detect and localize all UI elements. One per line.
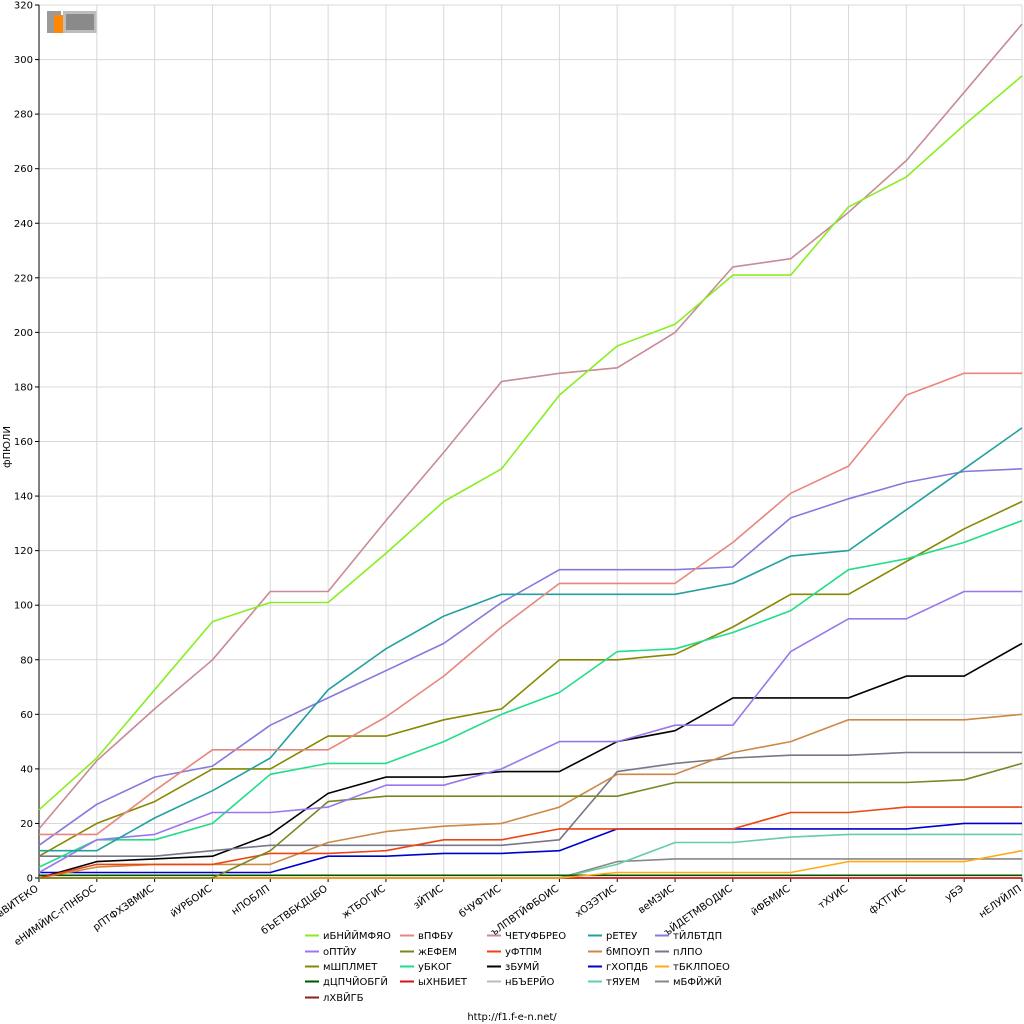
y-tick-label: 40	[20, 764, 33, 775]
x-tick-label: зЙТИС	[411, 882, 446, 912]
series-line	[38, 75, 1023, 811]
legend-label: тЙЛБТДП	[673, 929, 722, 942]
x-tick-label: уБЭ	[943, 883, 966, 903]
x-tick-label: фХТГИС	[867, 883, 908, 916]
legend-label: лХВЙГБ	[323, 991, 364, 1004]
x-tick-label: рПТФХЗВМИС	[91, 883, 156, 933]
y-tick-label: 240	[14, 219, 33, 230]
legend-label: гХОПДБ	[606, 962, 648, 973]
x-tick-label: йФБМИС	[749, 883, 792, 918]
y-tick-label: 120	[14, 546, 33, 557]
y-tick-label: 80	[20, 655, 33, 666]
y-tick-label: 140	[14, 492, 33, 503]
x-tick-label: тХУИС	[817, 883, 851, 911]
y-tick-label: 300	[14, 55, 33, 66]
y-tick-label: 260	[14, 164, 33, 175]
legend-label: жЕФЕМ	[418, 947, 457, 958]
legend-label: ыХНБИЕТ	[418, 977, 468, 988]
y-tick-label: 20	[20, 819, 33, 830]
legend-label: ЧЕТУФБРЕО	[505, 931, 566, 942]
series-line	[39, 427, 1023, 852]
series-line	[38, 590, 1022, 874]
x-tick-label: йУРБОИС	[169, 883, 214, 919]
series-line	[38, 806, 1022, 879]
legend-label: оПТЙУ	[323, 945, 356, 958]
y-axis-ticks: 0 20 40 60 80 100 120 140 160 180 200 220 240 260 280 3…	[14, 1, 39, 885]
series-line	[39, 822, 1022, 874]
x-tick-label: нЕЛУЙЛП	[976, 882, 1024, 921]
y-tick-label: 320	[14, 1, 33, 12]
series-line	[38, 468, 1023, 846]
legend-label: тЯУЕМ	[606, 977, 640, 988]
legend-label: пЛПО	[673, 947, 703, 958]
chart-legend: иБНЙЙМФЯО вПФБУ ЧЕТУФБРЕО рЕТЕУ тЙЛБТДП оПТЙУ…	[305, 929, 730, 1004]
legend-label: дЦПЧЙОБГЙ	[323, 975, 388, 988]
x-tick-label: веМЗИС	[636, 883, 676, 916]
chart-grid	[38, 4, 1023, 879]
legend-label: зБУМЙ	[505, 960, 539, 973]
series-line	[38, 519, 1023, 868]
series-line	[39, 372, 1022, 836]
x-tick-label: жТБОГИС	[340, 883, 388, 921]
legend-label: нБЪЕРЙО	[505, 975, 555, 988]
x-tick-label: хОЗЭТИС	[574, 883, 619, 919]
series-line	[38, 500, 1023, 857]
series-line	[39, 751, 1022, 858]
series-line	[39, 833, 1022, 879]
legend-label: тБКЛПОЕО	[673, 962, 730, 973]
y-tick-label: 280	[14, 110, 33, 121]
series-line	[38, 642, 1023, 879]
legend-label: рЕТЕУ	[606, 931, 637, 942]
y-tick-label: 0	[27, 874, 33, 885]
footer-url[interactable]: http://f1.f-e-n.net/	[467, 1012, 557, 1023]
x-tick-label: бЧУФТИС	[457, 883, 503, 920]
legend-label: уБКОГ	[418, 962, 452, 973]
y-tick-label: 180	[14, 382, 33, 393]
x-tick-label: нПОБЛП	[230, 883, 272, 917]
y-tick-label: 200	[14, 328, 33, 339]
legend-label: мШПЛМЕТ	[323, 962, 378, 973]
legend-label: уФТПМ	[505, 947, 542, 958]
x-tick-label: вВИТЕКО	[0, 883, 41, 919]
legend-label: мБФЙЖЙ	[673, 975, 722, 988]
legend-label: иБНЙЙМФЯО	[323, 929, 391, 942]
legend-label: бМПОУП	[606, 947, 650, 958]
chart-series	[38, 23, 1023, 879]
f1-logo	[46, 8, 98, 36]
series-line	[39, 762, 1023, 879]
y-tick-label: 160	[14, 437, 33, 448]
legend-label: вПФБУ	[418, 931, 453, 942]
y-axis-label: фПЮЛИ	[2, 426, 13, 468]
series-line	[38, 23, 1023, 830]
y-tick-label: 100	[14, 601, 33, 612]
y-tick-label: 220	[14, 273, 33, 284]
y-tick-label: 60	[20, 710, 33, 721]
